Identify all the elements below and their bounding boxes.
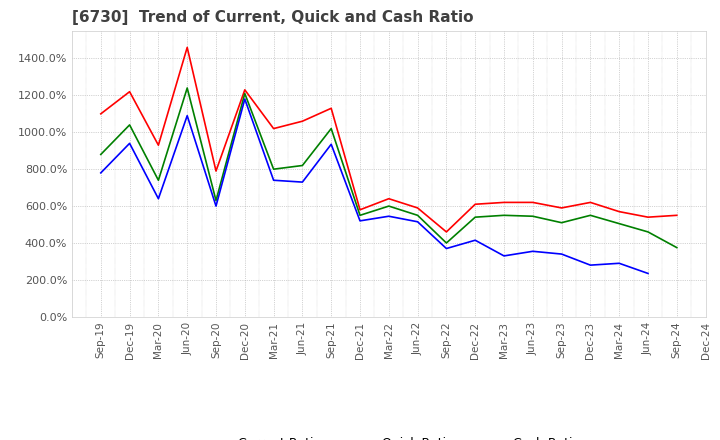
Current Ratio (212, 169, 220, 174)
Current Ratio (500, 200, 508, 205)
Quick Ratio (212, 198, 220, 203)
Quick Ratio (471, 215, 480, 220)
Current Ratio (96, 111, 105, 117)
Quick Ratio (240, 91, 249, 96)
Cash Ratio (471, 238, 480, 243)
Cash Ratio (384, 213, 393, 219)
Quick Ratio (183, 85, 192, 91)
Quick Ratio (557, 220, 566, 225)
Cash Ratio (356, 218, 364, 224)
Current Ratio (327, 106, 336, 111)
Current Ratio (269, 126, 278, 131)
Cash Ratio (125, 141, 134, 146)
Current Ratio (615, 209, 624, 214)
Quick Ratio (327, 126, 336, 131)
Quick Ratio (413, 213, 422, 218)
Cash Ratio (212, 203, 220, 209)
Cash Ratio (644, 271, 652, 276)
Current Ratio (356, 207, 364, 213)
Current Ratio (154, 143, 163, 148)
Line: Quick Ratio: Quick Ratio (101, 88, 677, 248)
Quick Ratio (96, 152, 105, 157)
Cash Ratio (269, 178, 278, 183)
Cash Ratio (528, 249, 537, 254)
Current Ratio (528, 200, 537, 205)
Cash Ratio (154, 196, 163, 202)
Cash Ratio (586, 263, 595, 268)
Quick Ratio (586, 213, 595, 218)
Quick Ratio (500, 213, 508, 218)
Quick Ratio (615, 221, 624, 226)
Quick Ratio (154, 178, 163, 183)
Cash Ratio (413, 219, 422, 224)
Current Ratio (298, 118, 307, 124)
Line: Cash Ratio: Cash Ratio (101, 99, 648, 273)
Cash Ratio (183, 113, 192, 118)
Legend: Current Ratio, Quick Ratio, Cash Ratio: Current Ratio, Quick Ratio, Cash Ratio (192, 432, 585, 440)
Quick Ratio (269, 167, 278, 172)
Current Ratio (240, 87, 249, 92)
Quick Ratio (644, 229, 652, 235)
Current Ratio (125, 89, 134, 94)
Current Ratio (442, 229, 451, 235)
Quick Ratio (356, 213, 364, 218)
Cash Ratio (327, 142, 336, 147)
Quick Ratio (672, 245, 681, 250)
Current Ratio (644, 215, 652, 220)
Current Ratio (557, 205, 566, 211)
Quick Ratio (528, 213, 537, 219)
Line: Current Ratio: Current Ratio (101, 48, 677, 232)
Cash Ratio (557, 251, 566, 257)
Cash Ratio (298, 180, 307, 185)
Text: [6730]  Trend of Current, Quick and Cash Ratio: [6730] Trend of Current, Quick and Cash … (72, 11, 474, 26)
Quick Ratio (125, 122, 134, 128)
Cash Ratio (615, 260, 624, 266)
Current Ratio (672, 213, 681, 218)
Quick Ratio (298, 163, 307, 168)
Cash Ratio (500, 253, 508, 259)
Current Ratio (586, 200, 595, 205)
Current Ratio (413, 205, 422, 211)
Cash Ratio (442, 246, 451, 251)
Cash Ratio (96, 170, 105, 176)
Current Ratio (384, 196, 393, 202)
Cash Ratio (240, 96, 249, 102)
Quick Ratio (442, 240, 451, 246)
Current Ratio (183, 45, 192, 50)
Current Ratio (471, 202, 480, 207)
Quick Ratio (384, 203, 393, 209)
